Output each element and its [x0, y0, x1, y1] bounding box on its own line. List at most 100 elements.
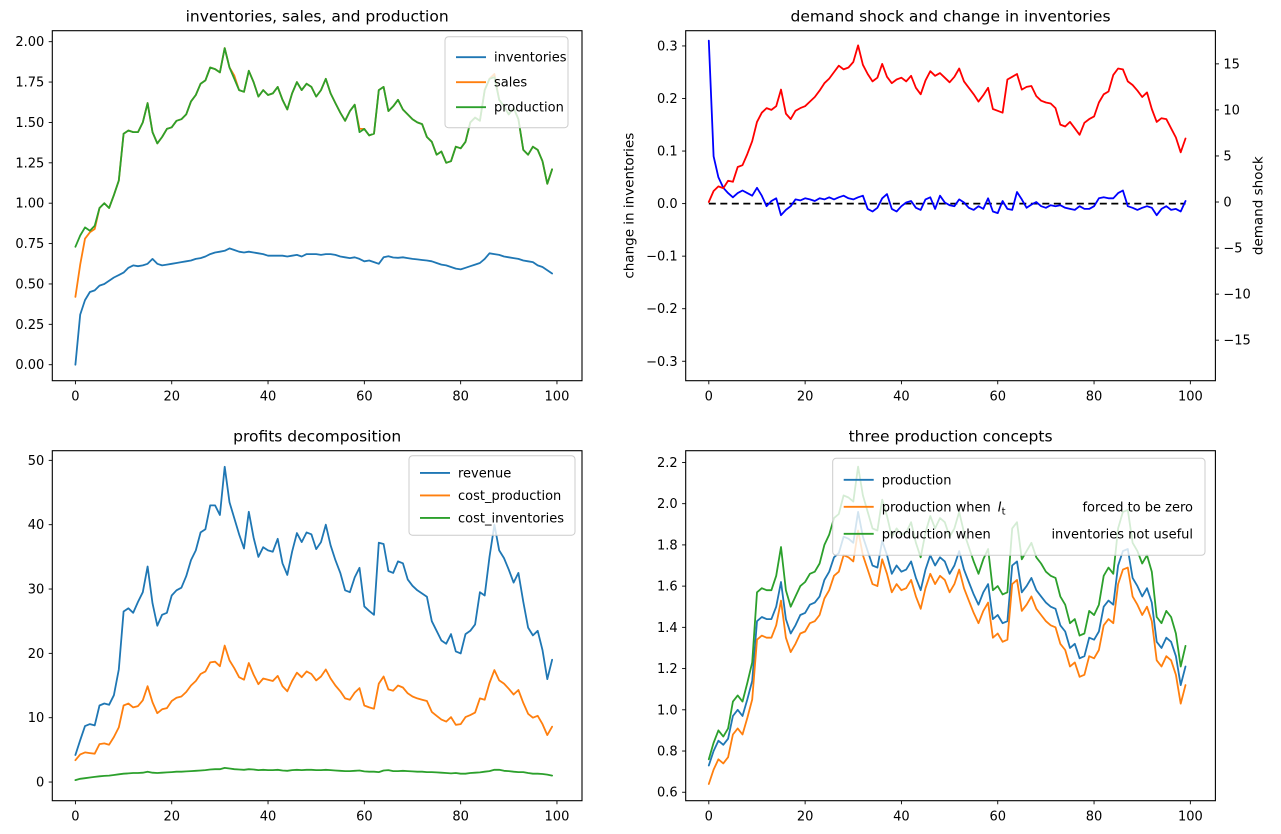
x-axis: 0 20 40 60 80 100 — [705, 380, 1203, 405]
x-tick-label: 60 — [989, 810, 1006, 825]
x-tick-label: 80 — [1086, 390, 1103, 405]
legend-label: production — [882, 473, 952, 488]
y-tick-label: 0.2 — [657, 92, 678, 107]
series-line-production — [707, 510, 1187, 767]
axis-label-left: change in inventories — [622, 133, 638, 279]
x-tick-label: 100 — [1178, 810, 1203, 825]
legend-label: cost_inventories — [458, 511, 564, 526]
x-tick-label: 40 — [893, 810, 910, 825]
x-axis: 0 20 40 60 80 100 — [71, 800, 570, 825]
panel-title: three production concepts — [849, 428, 1053, 446]
legend: production production when It forced to be … — [832, 457, 1206, 556]
x-tick-label: 40 — [893, 390, 910, 405]
y-axis-left: 0.6 0.8 1.0 1.2 1.4 1.6 1.8 2.0 2.2 — [657, 456, 686, 801]
series-line-cost-production — [74, 644, 553, 762]
y-tick-label: −0.3 — [646, 355, 678, 370]
series-line-production-when-it-forced-to-be-zero — [707, 529, 1187, 785]
y-tick-label: 50 — [28, 454, 45, 469]
legend-label-right: inventories not useful — [1051, 527, 1193, 542]
series-line-cost-inventories — [74, 767, 553, 781]
x-tick-label: 80 — [1086, 810, 1103, 825]
legend: inventories sales production — [444, 36, 569, 129]
y-tick-label: 0 — [1223, 196, 1231, 211]
x-tick-label: 60 — [356, 810, 373, 825]
x-tick-label: 20 — [797, 390, 814, 405]
x-axis: 0 20 40 60 80 100 — [705, 800, 1203, 825]
panel-profits-decomposition: profits decomposition 0 20 40 60 80 100 0 10 20 30… — [28, 428, 583, 825]
y-tick-label: 10 — [28, 711, 45, 726]
y-tick-label: 2.0 — [657, 497, 678, 512]
axes-frame — [51, 30, 583, 382]
x-tick-label: 0 — [705, 390, 713, 405]
y-tick-label: 1.8 — [657, 538, 678, 553]
legend-label: revenue — [458, 466, 511, 481]
y-tick-label: −0.2 — [646, 302, 678, 317]
legend-label: production when — [882, 527, 991, 542]
y-tick-label: 20 — [28, 647, 45, 662]
legend-label-right: forced to be zero — [1082, 500, 1193, 515]
y-tick-label: 1.25 — [15, 156, 44, 171]
legend-label: cost_production — [458, 489, 561, 504]
legend: revenue cost_production cost_inventories — [408, 455, 576, 536]
y-axis-left: 0 10 20 30 40 50 — [28, 454, 53, 791]
x-tick-label: 100 — [545, 810, 570, 825]
y-tick-label: −0.1 — [646, 250, 678, 265]
y-tick-label: 0.6 — [657, 786, 678, 801]
y-axis-right: −15 −10 −5 0 5 10 15 — [1215, 57, 1251, 349]
series-line-revenue — [74, 465, 553, 756]
x-tick-label: 40 — [260, 390, 277, 405]
y-tick-label: 15 — [1223, 57, 1240, 72]
y-tick-label: 0.50 — [15, 277, 44, 292]
y-tick-label: 5 — [1223, 149, 1231, 164]
y-tick-label: 30 — [28, 583, 45, 598]
y-tick-label: −10 — [1223, 288, 1250, 303]
y-axis-left: −0.3 −0.2 −0.1 0.0 0.1 0.2 0.3 — [646, 39, 686, 370]
x-tick-label: 60 — [356, 390, 373, 405]
y-tick-label: 1.0 — [657, 703, 678, 718]
x-tick-label: 20 — [163, 810, 180, 825]
x-tick-label: 0 — [71, 390, 79, 405]
y-tick-label: 0.75 — [15, 237, 44, 252]
x-tick-label: 80 — [452, 810, 469, 825]
series-line-demand-shock — [707, 44, 1187, 203]
y-tick-label: 0.0 — [657, 197, 678, 212]
y-tick-label: 0.00 — [15, 358, 44, 373]
y-tick-label: 2.2 — [657, 456, 678, 471]
y-tick-label: 0.3 — [657, 39, 678, 54]
x-tick-label: 0 — [71, 810, 79, 825]
panel-title: demand shock and change in inventories — [791, 8, 1111, 26]
y-tick-label: 0 — [36, 776, 44, 791]
y-axis-left: 0.00 0.25 0.50 0.75 1.00 1.25 1.50 1.75 2.00 — [15, 35, 53, 373]
y-tick-label: 1.00 — [15, 197, 44, 212]
x-tick-label: 40 — [260, 810, 277, 825]
y-tick-label: 1.4 — [657, 621, 678, 636]
y-tick-label: 1.50 — [15, 116, 44, 131]
y-tick-label: 1.6 — [657, 580, 678, 595]
legend-box — [832, 457, 1206, 556]
y-tick-label: 40 — [28, 518, 45, 533]
y-tick-label: 1.75 — [15, 76, 44, 91]
legend-label: production when It — [882, 500, 1006, 517]
legend-label: production — [494, 101, 564, 116]
series-line-inventories — [74, 247, 553, 366]
x-tick-label: 20 — [797, 810, 814, 825]
panel-title: profits decomposition — [233, 428, 401, 446]
y-tick-label: 10 — [1223, 103, 1240, 118]
legend-box — [408, 455, 576, 536]
y-tick-label: 2.00 — [15, 35, 44, 50]
y-tick-label: 0.1 — [657, 145, 678, 160]
series-line-change-in-inventories — [707, 39, 1187, 217]
axes-frame — [685, 450, 1216, 802]
axes-frame — [51, 450, 583, 802]
axes-frame — [685, 30, 1216, 382]
legend-label: inventories — [494, 51, 567, 66]
y-tick-label: −15 — [1223, 334, 1250, 349]
x-tick-label: 60 — [989, 390, 1006, 405]
axis-label-right: demand shock — [1250, 156, 1266, 255]
y-tick-label: 0.25 — [15, 318, 44, 333]
x-tick-label: 0 — [705, 810, 713, 825]
panel-inventories-sales-production: inventories, sales, and production 0 20 40 6… — [15, 8, 583, 405]
x-tick-label: 80 — [452, 390, 469, 405]
